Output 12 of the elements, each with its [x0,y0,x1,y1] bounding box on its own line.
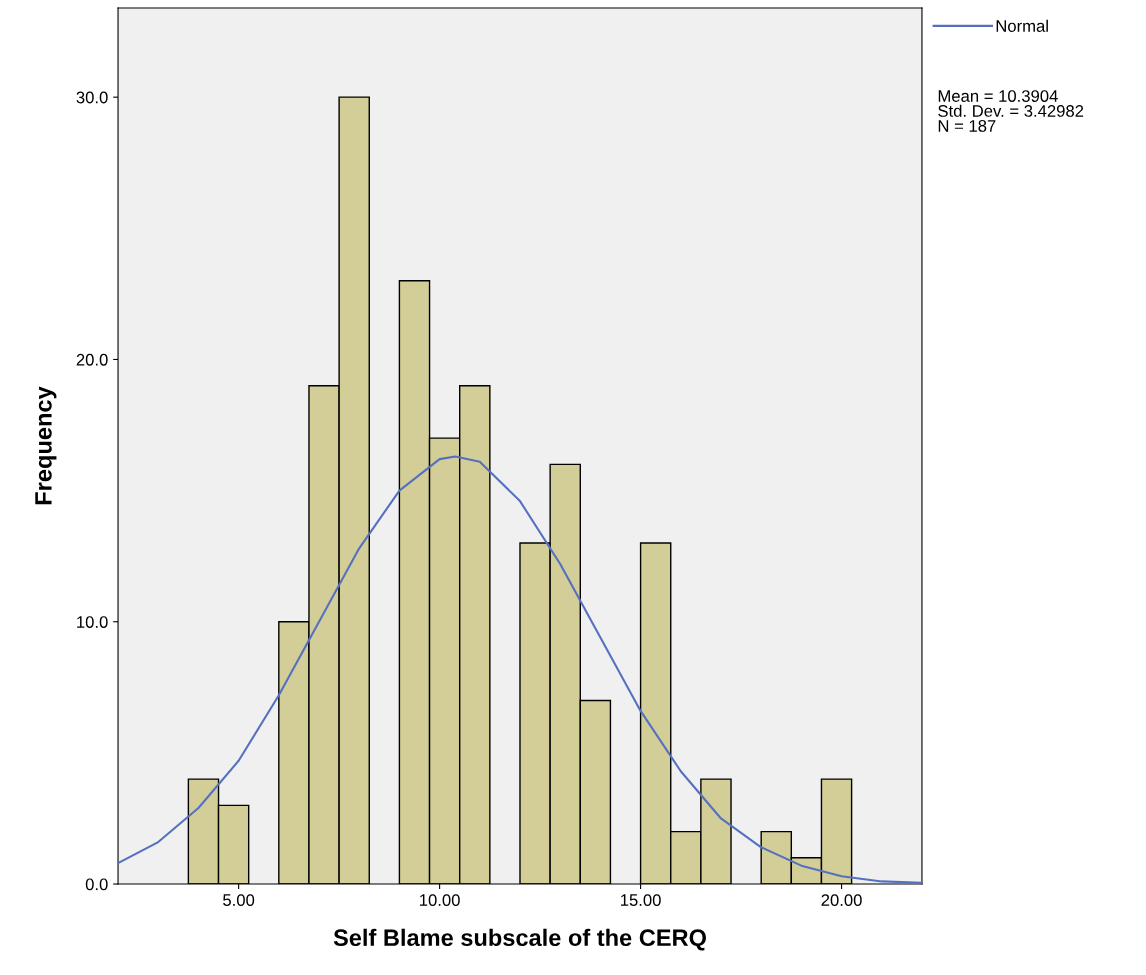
y-tick-label: 30.0 [76,91,108,104]
x-tick-label: 10.00 [420,894,460,906]
y-axis-title: Frequency [35,386,57,505]
y-tick-label: 20.0 [76,353,108,366]
x-tick-label: 15.00 [621,894,661,906]
x-axis-title: Self Blame subscale of the CERQ [333,928,706,951]
y-tick-label: 10.0 [77,616,108,628]
y-tick-label: 0.0 [85,878,108,891]
legend-label: Normal [996,19,1048,32]
text: Mean = 10.3904 Std. Dev. = 3.42982 N = 187 [938,90,1084,132]
x-tick-label: 5.00 [223,894,255,906]
x-tick-label: 20.00 [821,894,862,906]
